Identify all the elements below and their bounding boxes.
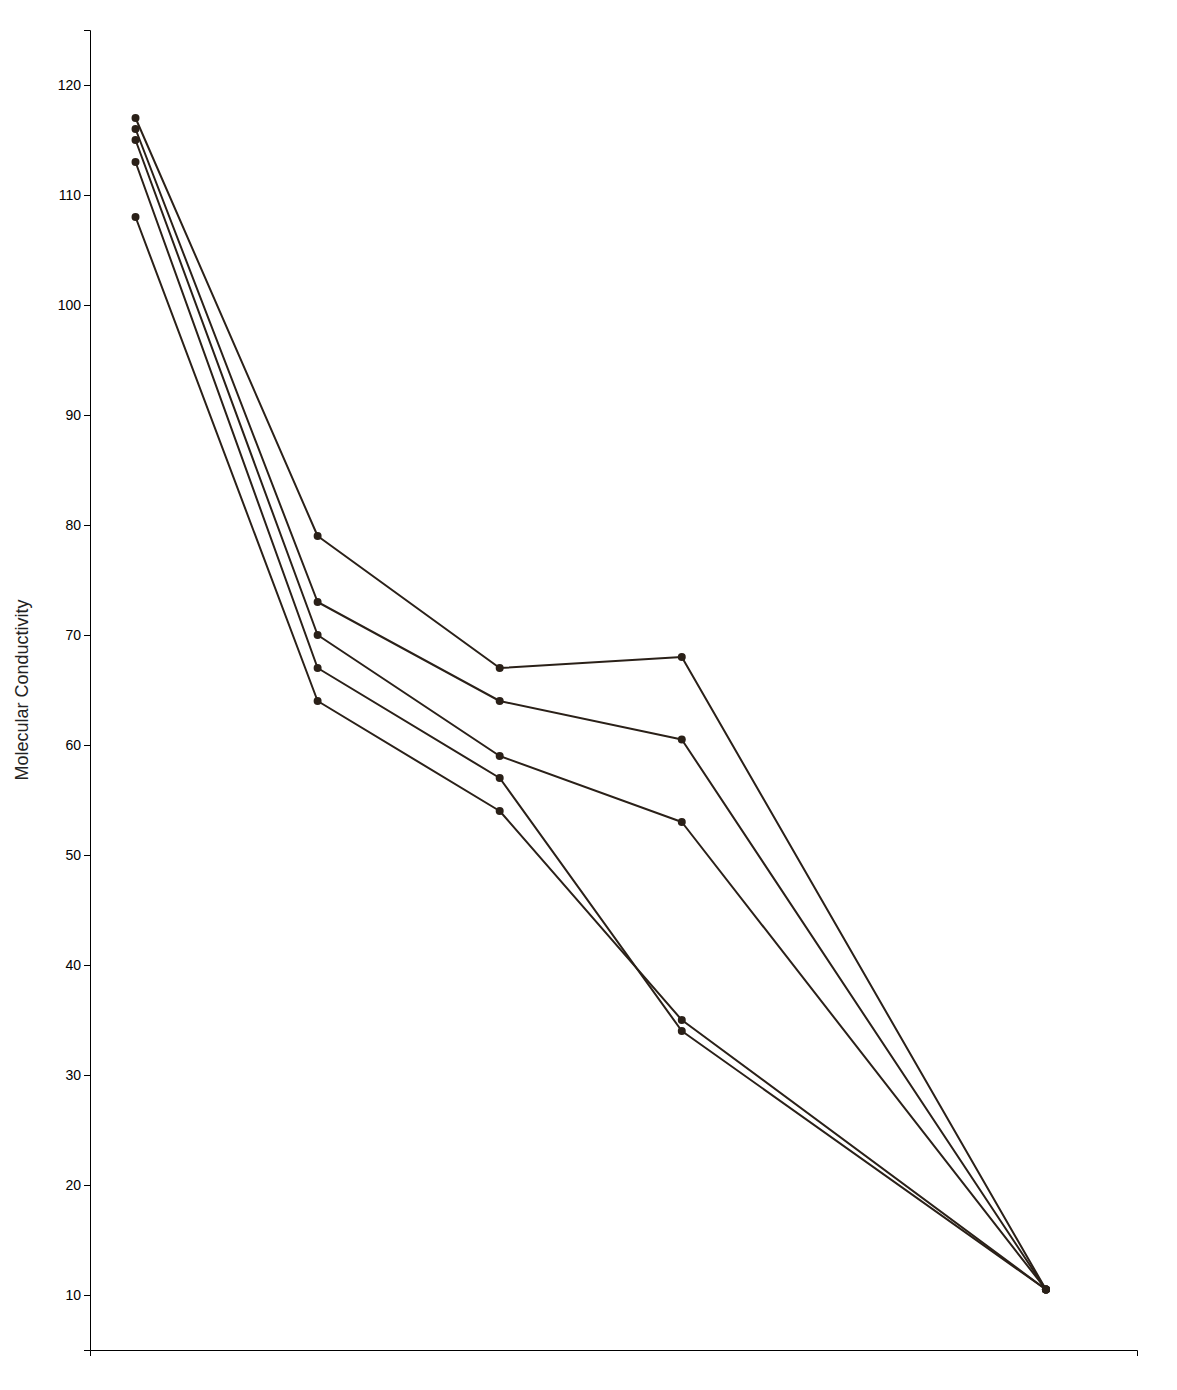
point [314,631,322,639]
y-tick: 30 [65,1067,90,1083]
y-tick-label: 110 [59,187,82,203]
y-tick: 20 [65,1177,90,1193]
y-tick-label: 120 [58,77,82,93]
point [314,532,322,540]
y-tick-mark [84,85,90,86]
point [496,697,504,705]
marks [132,114,1050,1294]
point [314,697,322,705]
point [132,158,140,166]
y-tick: 60 [65,737,90,753]
series [132,213,1050,1294]
y-tick-label: 20 [65,1177,81,1193]
point [132,114,140,122]
point [496,774,504,782]
point [132,213,140,221]
y-tick: 100 [58,297,90,313]
y-axis: 10 20 30 40 50 60 70 80 90 100 110 120 [58,31,91,1351]
y-tick-label: 10 [65,1287,81,1303]
chart: 10 20 30 40 50 60 70 80 90 100 110 120 Molecular Con… [0,0,1177,1390]
series-line [136,140,1046,1290]
y-tick-mark [84,525,90,526]
y-tick-label: 40 [65,957,81,973]
y-tick-mark [84,1075,90,1076]
y-tick-label: 30 [65,1067,81,1083]
point [314,598,322,606]
point [1042,1286,1050,1294]
point [496,807,504,815]
y-tick-mark [84,415,90,416]
y-axis-line [84,31,91,1351]
point [314,664,322,672]
series [132,136,1050,1294]
series-line [136,129,1046,1290]
y-tick: 40 [65,957,90,973]
y-tick-label: 90 [65,407,81,423]
point [678,736,686,744]
plot: 10 20 30 40 50 60 70 80 90 100 110 120 [58,31,1138,1357]
point [1042,1286,1050,1294]
y-tick-label: 60 [65,737,81,753]
point [678,653,686,661]
y-tick: 110 [59,187,90,203]
point [496,752,504,760]
y-tick-mark [84,305,90,306]
x-axis-line [91,1351,1138,1357]
y-tick: 50 [65,847,90,863]
y-tick-mark [84,745,90,746]
y-tick: 120 [58,77,90,93]
y-tick-label: 100 [58,297,82,313]
y-tick-mark [84,635,90,636]
series-line [136,217,1046,1290]
y-tick: 80 [65,517,90,533]
y-tick: 90 [65,407,90,423]
y-tick-mark [84,1295,90,1296]
y-tick-label: 50 [65,847,81,863]
y-tick-mark [84,195,90,196]
series-line [136,118,1046,1290]
y-tick-mark [84,855,90,856]
series-line [136,162,1046,1290]
y-tick: 70 [65,627,90,643]
y-tick-label: 70 [65,627,81,643]
x-axis [91,1351,1138,1357]
point [132,125,140,133]
y-tick-label: 80 [65,517,81,533]
y-tick-mark [84,965,90,966]
point [678,818,686,826]
y-tick: 10 [65,1287,90,1303]
series [132,125,1050,1294]
point [132,136,140,144]
y-tick-mark [84,1185,90,1186]
point [496,664,504,672]
series [132,114,1050,1294]
point [678,1016,686,1024]
y-axis-title: Molecular Conductivity [12,599,32,780]
point [1042,1286,1050,1294]
point [678,1027,686,1035]
series [132,158,1050,1294]
point [1042,1286,1050,1294]
point [1042,1286,1050,1294]
